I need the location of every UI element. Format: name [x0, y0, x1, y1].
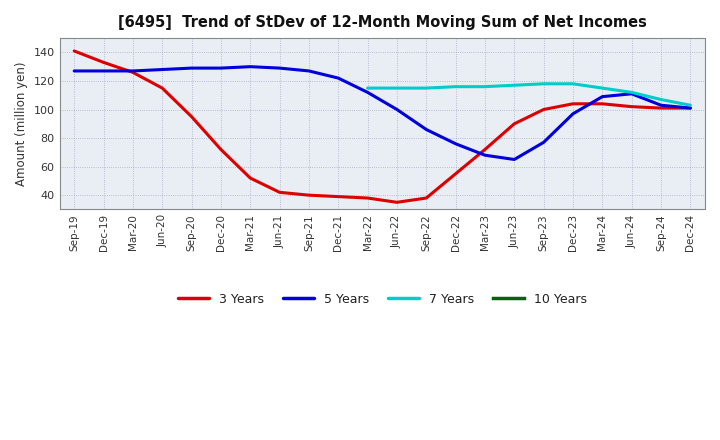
5 Years	[129, 68, 138, 73]
7 Years	[627, 90, 636, 95]
Line: 7 Years: 7 Years	[368, 84, 690, 105]
3 Years	[569, 101, 577, 106]
7 Years	[392, 85, 401, 91]
3 Years	[510, 121, 518, 126]
3 Years	[481, 147, 490, 152]
Legend: 3 Years, 5 Years, 7 Years, 10 Years: 3 Years, 5 Years, 7 Years, 10 Years	[173, 288, 592, 311]
5 Years	[627, 91, 636, 96]
3 Years	[217, 147, 225, 152]
Y-axis label: Amount (million yen): Amount (million yen)	[15, 62, 28, 186]
3 Years	[364, 195, 372, 201]
5 Years	[70, 68, 78, 73]
5 Years	[275, 66, 284, 71]
7 Years	[569, 81, 577, 86]
Line: 3 Years: 3 Years	[74, 51, 690, 202]
7 Years	[598, 85, 607, 91]
3 Years	[686, 106, 695, 111]
5 Years	[481, 153, 490, 158]
3 Years	[70, 48, 78, 54]
7 Years	[539, 81, 548, 86]
5 Years	[217, 66, 225, 71]
5 Years	[364, 90, 372, 95]
3 Years	[305, 193, 313, 198]
3 Years	[539, 107, 548, 112]
7 Years	[451, 84, 460, 89]
3 Years	[275, 190, 284, 195]
5 Years	[246, 64, 255, 70]
3 Years	[246, 176, 255, 181]
5 Years	[539, 140, 548, 145]
5 Years	[657, 103, 665, 108]
3 Years	[158, 85, 166, 91]
Line: 5 Years: 5 Years	[74, 67, 690, 159]
5 Years	[158, 67, 166, 72]
3 Years	[451, 171, 460, 176]
3 Years	[129, 70, 138, 75]
Title: [6495]  Trend of StDev of 12-Month Moving Sum of Net Incomes: [6495] Trend of StDev of 12-Month Moving…	[118, 15, 647, 30]
5 Years	[99, 68, 108, 73]
7 Years	[657, 97, 665, 102]
5 Years	[451, 141, 460, 147]
3 Years	[334, 194, 343, 199]
3 Years	[99, 60, 108, 65]
7 Years	[364, 85, 372, 91]
5 Years	[569, 111, 577, 117]
5 Years	[392, 107, 401, 112]
3 Years	[422, 195, 431, 201]
3 Years	[598, 101, 607, 106]
7 Years	[686, 103, 695, 108]
5 Years	[422, 127, 431, 132]
5 Years	[510, 157, 518, 162]
5 Years	[334, 75, 343, 81]
3 Years	[627, 104, 636, 109]
5 Years	[305, 68, 313, 73]
7 Years	[510, 83, 518, 88]
5 Years	[187, 66, 196, 71]
7 Years	[481, 84, 490, 89]
3 Years	[657, 106, 665, 111]
5 Years	[686, 106, 695, 111]
5 Years	[598, 94, 607, 99]
3 Years	[187, 114, 196, 119]
7 Years	[422, 85, 431, 91]
3 Years	[392, 200, 401, 205]
